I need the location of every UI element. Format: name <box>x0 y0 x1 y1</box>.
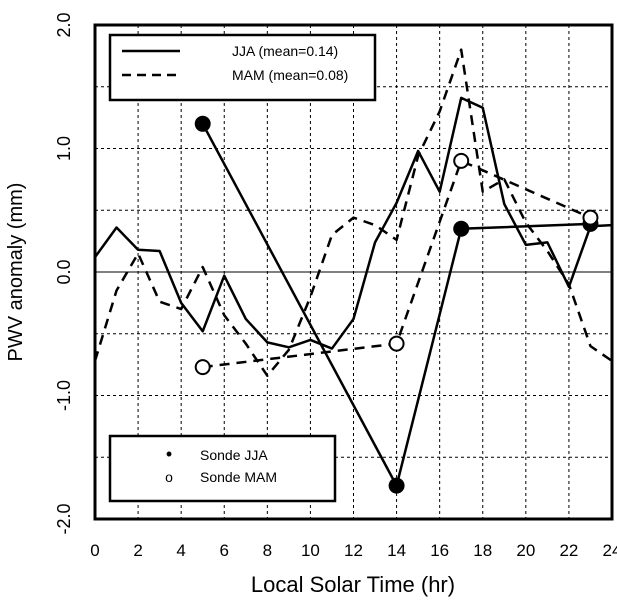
line-legend: JJA (mean=0.14) MAM (mean=0.08) <box>108 33 377 102</box>
legend-label-sonde-jja: Sonde JJA <box>200 447 268 463</box>
plot-frame <box>93 23 614 521</box>
marker-legend: • Sonde JJA o Sonde MAM <box>108 434 337 503</box>
series-line-mam <box>93 48 613 377</box>
x-tick-label: 22 <box>559 541 578 560</box>
sonde-jja-point <box>453 220 470 237</box>
legend-label-sonde-mam: Sonde MAM <box>200 469 277 485</box>
sonde-mam-point <box>453 152 470 169</box>
legend-label-jja: JJA (mean=0.14) <box>232 43 338 59</box>
x-tick-label: 14 <box>387 541 406 560</box>
series-lines <box>93 48 613 377</box>
y-axis-label: PWV anomaly (mm) <box>5 183 27 362</box>
sonde-mam-point <box>194 359 211 376</box>
y-tick-label: -1.0 <box>54 380 74 411</box>
sonde-lines <box>201 123 591 490</box>
x-tick-label: 0 <box>90 541 99 560</box>
x-tick-labels: 0 2 4 6 8 10 12 14 16 18 20 22 24 <box>90 541 617 560</box>
series-line-jja <box>93 96 613 350</box>
x-tick-label: 10 <box>301 541 320 560</box>
x-tick-label: 8 <box>263 541 272 560</box>
sonde-markers <box>194 115 599 494</box>
sonde-jja-point <box>194 115 211 132</box>
legend-label-mam: MAM (mean=0.08) <box>232 67 348 83</box>
x-tick-label: 24 <box>603 541 617 560</box>
sonde-mam-point <box>388 335 405 352</box>
legend-symbol-sonde-jja: • <box>166 444 172 464</box>
y-tick-label: 2.0 <box>54 12 74 37</box>
y-tick-label: 0.0 <box>54 259 74 284</box>
marker-legend-box <box>108 434 337 503</box>
x-axis-label: Local Solar Time (hr) <box>251 572 455 597</box>
sonde-line-jja <box>201 123 591 490</box>
x-tick-label: 12 <box>344 541 363 560</box>
y-tick-label: -2.0 <box>54 503 74 534</box>
x-tick-label: 16 <box>430 541 449 560</box>
sonde-line-mam <box>202 159 591 369</box>
x-tick-label: 20 <box>516 541 535 560</box>
x-tick-label: 4 <box>176 541 185 560</box>
sonde-jja-point <box>388 477 405 494</box>
y-tick-labels: -2.0 -1.0 0.0 1.0 2.0 <box>54 12 74 534</box>
x-tick-label: 2 <box>133 541 142 560</box>
x-tick-label: 18 <box>473 541 492 560</box>
line-legend-box <box>108 33 377 102</box>
sonde-mam-point <box>582 209 599 226</box>
x-tick-label: 6 <box>220 541 229 560</box>
legend-symbol-sonde-mam: o <box>165 469 173 485</box>
y-tick-label: 1.0 <box>54 136 74 161</box>
